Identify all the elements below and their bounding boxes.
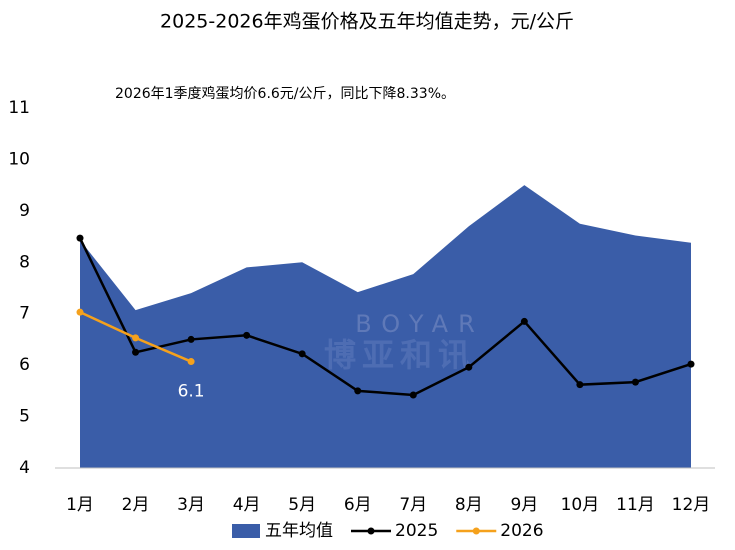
x-tick-label: 6月 [344, 495, 372, 515]
x-tick-label: 9月 [510, 495, 538, 515]
marker [132, 334, 140, 342]
x-tick-label: 2月 [122, 495, 150, 515]
marker [687, 360, 695, 368]
chart-title: 2025-2026年鸡蛋价格及五年均值走势，元/公斤 [160, 11, 574, 33]
watermark: BOYAR [355, 310, 485, 338]
legend-swatch [232, 524, 260, 538]
annotation: 2026年1季度鸡蛋均价6.6元/公斤，同比下降8.33%。 [115, 85, 455, 102]
legend-label: 2025 [395, 521, 438, 541]
x-tick-label: 4月 [233, 495, 261, 515]
data-label: 6.1 [178, 382, 205, 402]
area [80, 185, 691, 468]
marker [409, 391, 417, 399]
marker [187, 358, 195, 366]
marker [576, 381, 584, 389]
marker [354, 387, 362, 395]
watermark: 博亚和讯 [324, 336, 476, 374]
y-tick-label: 8 [19, 252, 30, 272]
x-tick-label: 1月 [66, 495, 94, 515]
x-tick-label: 10月 [561, 495, 600, 515]
y-tick-label: 7 [19, 304, 30, 324]
x-tick-label: 7月 [399, 495, 427, 515]
y-tick-label: 10 [8, 149, 30, 169]
legend-swatch [367, 527, 375, 535]
legend-label: 五年均值 [265, 521, 333, 541]
x-tick-label: 11月 [616, 495, 655, 515]
x-tick-label: 3月 [177, 495, 205, 515]
marker [132, 348, 140, 356]
line [78, 237, 692, 397]
marker [76, 308, 84, 316]
x-tick-label: 5月 [288, 495, 316, 515]
marker [187, 335, 195, 343]
legend-label: 2026 [500, 521, 543, 541]
y-tick-label: 5 [19, 407, 30, 427]
marker [76, 234, 84, 242]
marker [520, 317, 528, 325]
y-tick-label: 4 [19, 458, 30, 478]
y-tick-label: 9 [19, 201, 30, 221]
marker [465, 363, 473, 371]
legend-swatch [472, 527, 480, 535]
y-tick-label: 11 [8, 98, 30, 118]
marker [631, 378, 639, 386]
x-tick-label: 12月 [672, 495, 711, 515]
x-tick-label: 8月 [455, 495, 483, 515]
marker [243, 331, 251, 339]
marker [298, 350, 306, 358]
y-tick-label: 6 [19, 355, 30, 375]
